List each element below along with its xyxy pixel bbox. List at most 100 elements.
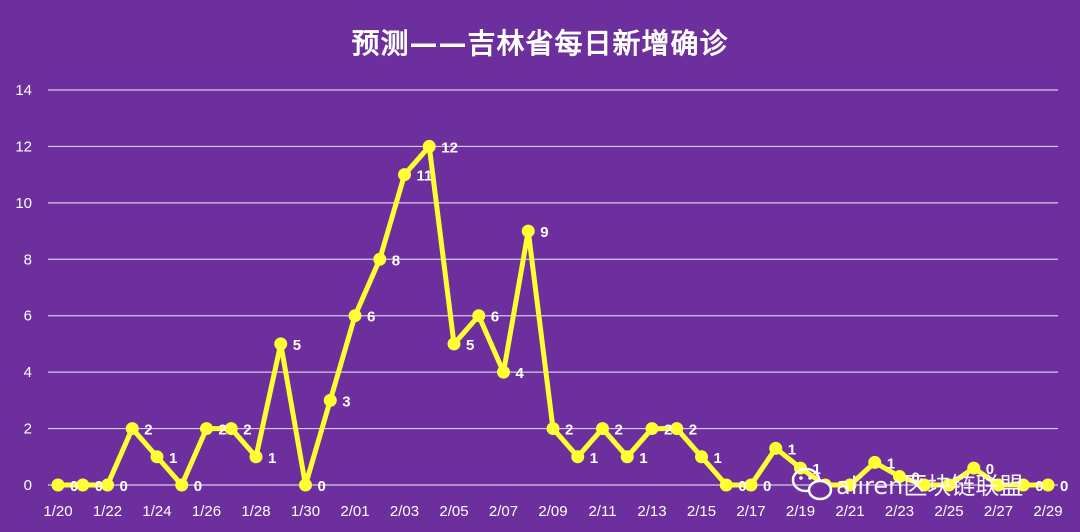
x-tick-label: 2/25	[934, 503, 963, 520]
data-label: 0	[1060, 478, 1068, 495]
data-point	[1016, 478, 1030, 492]
data-label: 1	[268, 450, 276, 467]
data-label: 2	[219, 422, 227, 439]
data-label: 8	[392, 252, 400, 269]
data-point	[422, 139, 436, 153]
y-tick-label: 4	[24, 364, 32, 381]
data-label: 0	[763, 478, 771, 495]
data-point	[200, 422, 213, 436]
data-label: 1	[169, 450, 177, 467]
data-label: 0	[986, 461, 994, 478]
data-point	[101, 478, 114, 492]
data-label: 2	[243, 422, 251, 439]
data-point	[1041, 478, 1055, 492]
data-point	[447, 337, 461, 351]
data-point	[299, 478, 312, 492]
data-label: 0	[318, 478, 326, 495]
x-tick-label: 2/15	[687, 503, 716, 520]
data-point	[323, 393, 337, 407]
x-tick-label: 2/07	[489, 503, 518, 520]
data-point	[942, 478, 956, 492]
data-point	[76, 478, 90, 492]
data-point	[992, 478, 1005, 492]
data-point	[51, 478, 65, 492]
y-tick-label: 12	[15, 138, 32, 155]
data-point	[348, 309, 362, 323]
data-point	[125, 422, 139, 436]
data-point	[620, 450, 634, 464]
y-tick-label: 0	[24, 477, 32, 494]
x-tick-label: 1/26	[192, 503, 221, 520]
data-label: 1	[639, 450, 647, 467]
watermark: aliren区块链联盟	[791, 467, 1023, 501]
data-point	[695, 450, 708, 464]
y-tick-label: 14	[15, 82, 32, 99]
x-tick-label: 2/01	[340, 503, 369, 520]
data-label: 1	[887, 455, 895, 472]
data-label: 0	[70, 478, 78, 495]
data-points	[51, 139, 1055, 492]
data-point	[274, 337, 288, 351]
y-tick-label: 2	[24, 421, 32, 438]
x-tick-label: 2/19	[786, 503, 815, 520]
data-label: 1	[590, 450, 598, 467]
x-axis-ticks: 1/20 1/22 1/24 1/26 1/28 1/30 2/01 2/03 2/05 2/07…	[43, 503, 1062, 520]
x-tick-label: 1/28	[241, 503, 270, 520]
data-label: 4	[516, 365, 525, 382]
data-label: 0	[120, 478, 128, 495]
data-label: 0	[912, 470, 920, 487]
x-tick-label: 1/20	[43, 503, 72, 520]
data-label: 1	[714, 450, 722, 467]
data-label: 5	[466, 337, 474, 354]
data-point	[249, 450, 263, 464]
x-tick-label: 1/30	[291, 503, 320, 520]
data-point	[472, 309, 486, 323]
data-label: 2	[689, 422, 697, 439]
data-label: 0	[95, 478, 103, 495]
data-point	[521, 224, 535, 238]
data-label: 0	[738, 478, 746, 495]
data-point	[645, 422, 659, 436]
data-label: 6	[367, 309, 375, 326]
data-point	[744, 478, 758, 492]
data-label: 2	[664, 422, 672, 439]
data-point	[224, 422, 238, 436]
data-label: 2	[615, 422, 623, 439]
x-tick-label: 1/22	[93, 503, 122, 520]
y-tick-label: 10	[15, 195, 32, 212]
data-label: 0	[194, 478, 202, 495]
data-point	[373, 252, 387, 266]
x-tick-label: 2/13	[637, 503, 666, 520]
data-label: 2	[565, 422, 573, 439]
x-tick-label: 2/03	[390, 503, 419, 520]
x-tick-label: 2/23	[885, 503, 914, 520]
x-tick-label: 2/29	[1033, 503, 1062, 520]
data-point	[893, 470, 906, 484]
y-axis-ticks: 0 2 4 6 8 10 12 14	[15, 82, 32, 494]
data-label: 1	[813, 461, 821, 478]
data-point	[917, 478, 931, 492]
data-label: 12	[441, 139, 458, 156]
data-label: 1	[788, 441, 796, 458]
data-label: 5	[293, 337, 301, 354]
data-point	[670, 422, 684, 436]
data-point	[546, 422, 560, 436]
watermark-text: aliren区块链联盟	[836, 472, 1023, 500]
data-point	[398, 168, 411, 182]
x-tick-label: 2/09	[538, 503, 567, 520]
data-point	[571, 450, 585, 464]
data-label: 6	[491, 309, 499, 326]
data-label: 11	[417, 168, 433, 185]
data-point	[150, 450, 164, 464]
x-tick-label: 2/21	[835, 503, 864, 520]
y-tick-label: 8	[24, 251, 32, 268]
data-point	[719, 478, 733, 492]
x-tick-label: 1/24	[142, 503, 171, 520]
y-tick-label: 6	[24, 308, 32, 325]
data-point	[967, 461, 981, 475]
x-tick-label: 2/27	[984, 503, 1013, 520]
data-point	[868, 455, 882, 469]
data-label: 3	[342, 393, 350, 410]
